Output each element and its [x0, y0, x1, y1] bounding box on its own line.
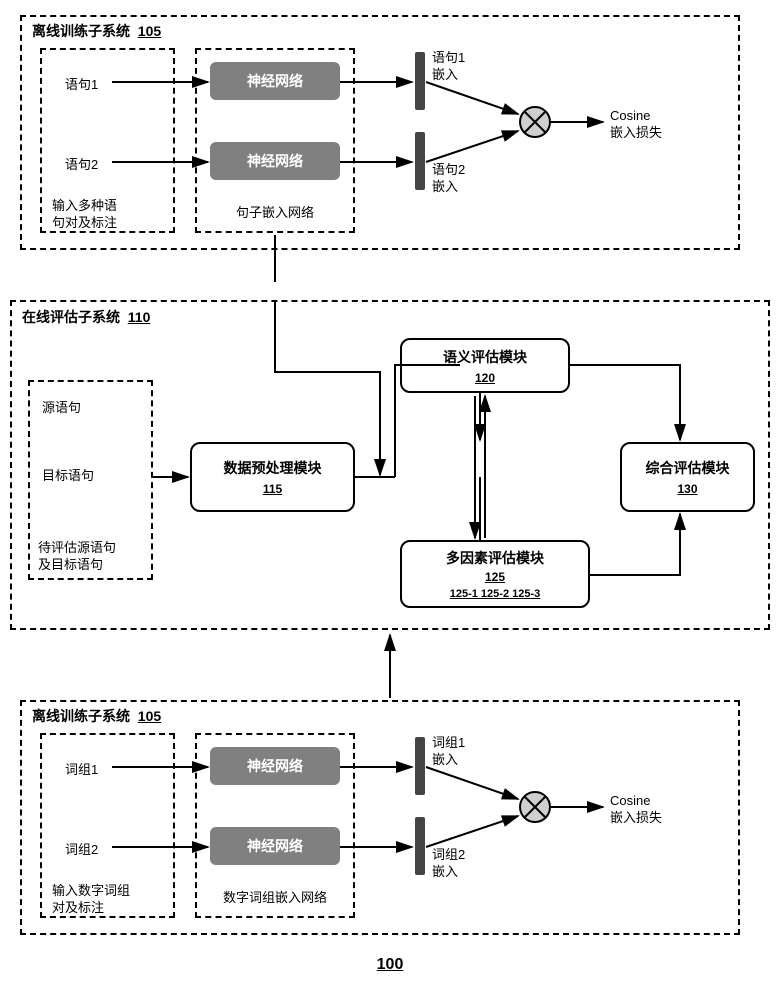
- bot-nn1: 神经网络: [210, 747, 340, 785]
- top-input-caption: 输入多种语 句对及标注: [52, 198, 117, 232]
- mid-src-label: 源语句: [42, 400, 81, 417]
- combine-num: 130: [677, 482, 697, 496]
- bot-embed2-label: 词组2 嵌入: [432, 847, 465, 881]
- top-title: 离线训练子系统 105: [32, 22, 161, 40]
- figure-number: 100: [0, 955, 780, 976]
- mid-title: 在线评估子系统 110: [22, 308, 150, 326]
- top-embed2-label: 语句2 嵌入: [432, 162, 465, 196]
- mid-input-caption: 待评估源语句 及目标语句: [38, 540, 116, 574]
- combine-label: 综合评估模块: [646, 458, 730, 478]
- bot-embed1-label: 词组1 嵌入: [432, 735, 465, 769]
- bot-embed1-bar: [415, 737, 425, 795]
- multi-subs: 125-1 125-2 125-3: [450, 588, 541, 600]
- diagram-canvas: 离线训练子系统 105 语句1 语句2 输入多种语 句对及标注 神经网络 神经网…: [0, 0, 780, 1000]
- bot-input-caption: 输入数字词组 对及标注: [52, 883, 130, 917]
- bot-nn-caption: 数字词组嵌入网络: [215, 890, 335, 907]
- bot-nn2: 神经网络: [210, 827, 340, 865]
- top-loss-label: Cosine 嵌入损失: [610, 108, 662, 142]
- preproc-num: 115: [263, 482, 282, 496]
- top-input2-label: 语句2: [65, 157, 98, 174]
- top-embed1-bar: [415, 52, 425, 110]
- mid-tgt-label: 目标语句: [42, 468, 94, 485]
- top-input1-label: 语句1: [65, 77, 98, 94]
- bot-loss-label: Cosine 嵌入损失: [610, 793, 662, 827]
- preproc-label: 数据预处理模块: [224, 458, 322, 478]
- top-embed2-bar: [415, 132, 425, 190]
- module-combine: 综合评估模块 130: [620, 442, 755, 512]
- top-embed1-label: 语句1 嵌入: [432, 50, 465, 84]
- top-nn-caption: 句子嵌入网络: [225, 205, 325, 222]
- bot-title: 离线训练子系统 105: [32, 707, 161, 725]
- bot-input2-label: 词组2: [65, 842, 98, 859]
- module-multi: 多因素评估模块 125 125-1 125-2 125-3: [400, 540, 590, 608]
- semantic-num: 120: [475, 371, 495, 385]
- top-nn2: 神经网络: [210, 142, 340, 180]
- module-preproc: 数据预处理模块 115: [190, 442, 355, 512]
- multi-num: 125: [485, 570, 505, 584]
- multi-label: 多因素评估模块: [446, 548, 544, 568]
- bot-embed2-bar: [415, 817, 425, 875]
- top-nn1: 神经网络: [210, 62, 340, 100]
- bot-input1-label: 词组1: [65, 762, 98, 779]
- module-semantic: 语义评估模块 120: [400, 338, 570, 393]
- semantic-label: 语义评估模块: [443, 347, 527, 367]
